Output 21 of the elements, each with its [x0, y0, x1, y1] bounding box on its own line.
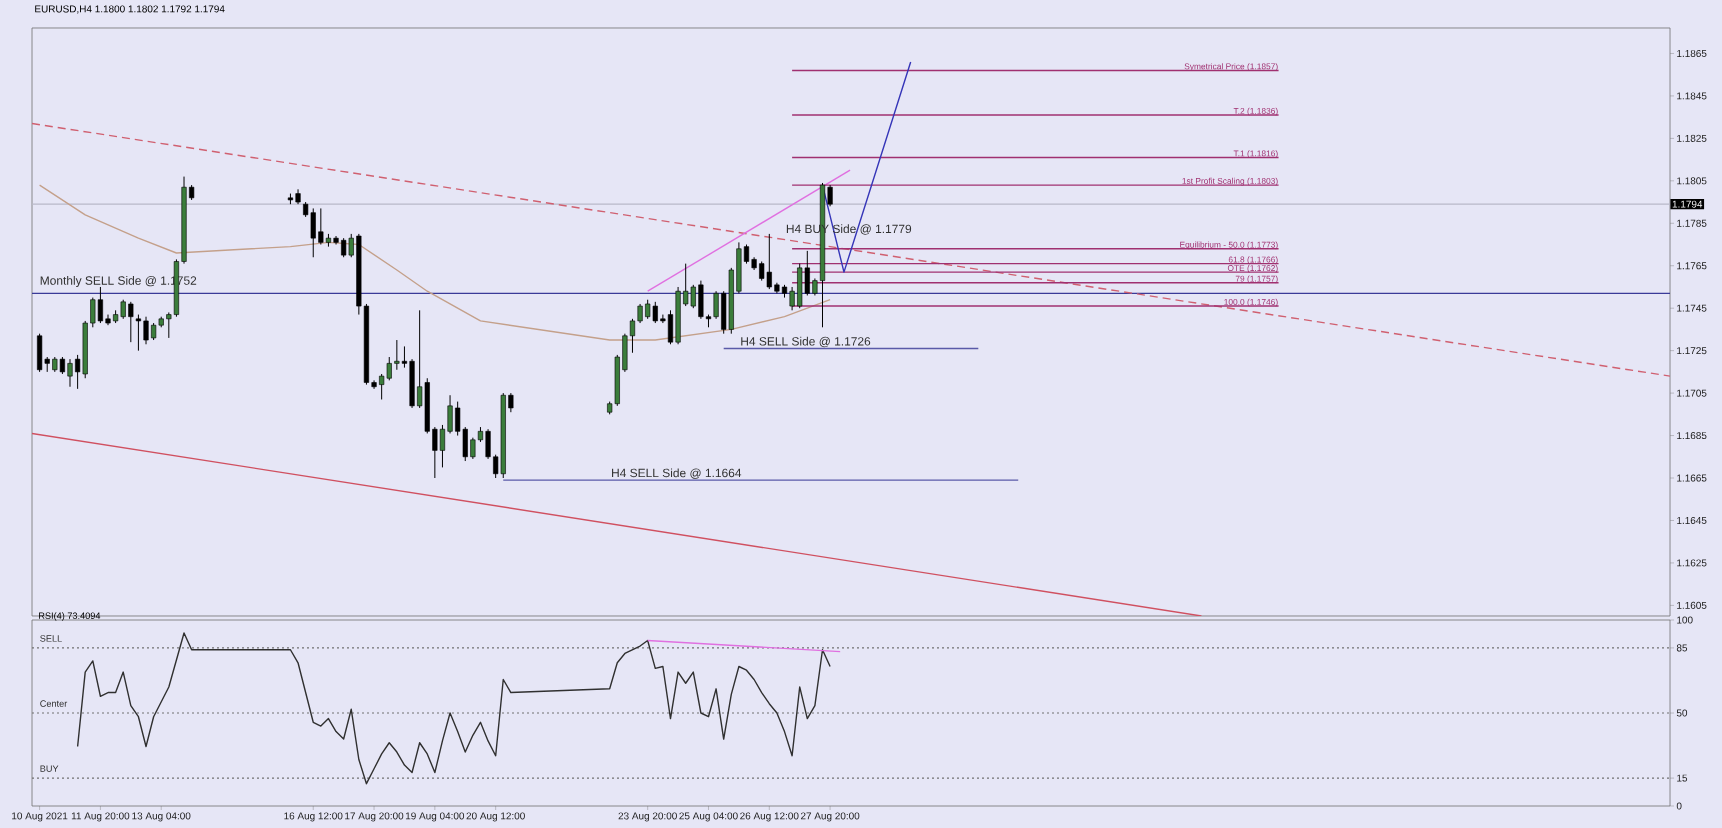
candlestick [409, 358, 415, 409]
candlestick [310, 207, 316, 258]
candlestick [386, 356, 392, 381]
candlestick [67, 358, 73, 388]
candlestick [652, 301, 658, 324]
candlestick [766, 233, 772, 290]
candlestick [341, 237, 347, 258]
candlestick [698, 280, 704, 320]
candlestick [128, 301, 134, 343]
candlestick [97, 286, 103, 324]
candlestick [318, 207, 324, 246]
candlestick [37, 333, 43, 373]
candlestick [394, 339, 400, 371]
candlestick [645, 299, 651, 320]
candlestick [135, 314, 141, 352]
candlestick [690, 284, 696, 309]
candlestick [143, 316, 149, 345]
candlestick [797, 263, 803, 309]
candlestick [470, 437, 476, 460]
candlestick [759, 260, 765, 282]
candlestick [120, 299, 126, 320]
